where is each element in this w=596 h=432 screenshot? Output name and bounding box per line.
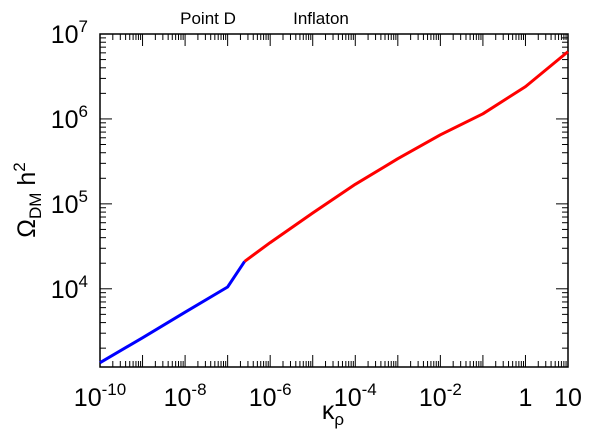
x-tick-label: 10-4 — [334, 380, 377, 412]
x-axis-title: κρ — [322, 397, 344, 429]
x-tick-label: 10-2 — [419, 380, 462, 412]
series-line-1 — [243, 50, 569, 263]
series-line-0 — [99, 260, 246, 364]
x-tick-label: 10-8 — [164, 380, 207, 412]
x-tick-label: 10 — [554, 384, 582, 412]
plot-frame — [99, 33, 569, 368]
x-tick-label: 1 — [519, 384, 533, 412]
y-tick-label: 104 — [51, 272, 88, 304]
x-tick-label: 10-6 — [249, 380, 292, 412]
annotation-point-d: Point D — [180, 9, 236, 28]
y-axis-title: ΩDM h2 — [10, 162, 45, 237]
y-tick-label: 105 — [51, 187, 88, 219]
annotation-inflaton: Inflaton — [293, 9, 349, 28]
x-tick-label: 10-10 — [74, 380, 126, 412]
y-tick-label: 106 — [51, 102, 88, 134]
y-tick-label: 107 — [51, 17, 88, 49]
